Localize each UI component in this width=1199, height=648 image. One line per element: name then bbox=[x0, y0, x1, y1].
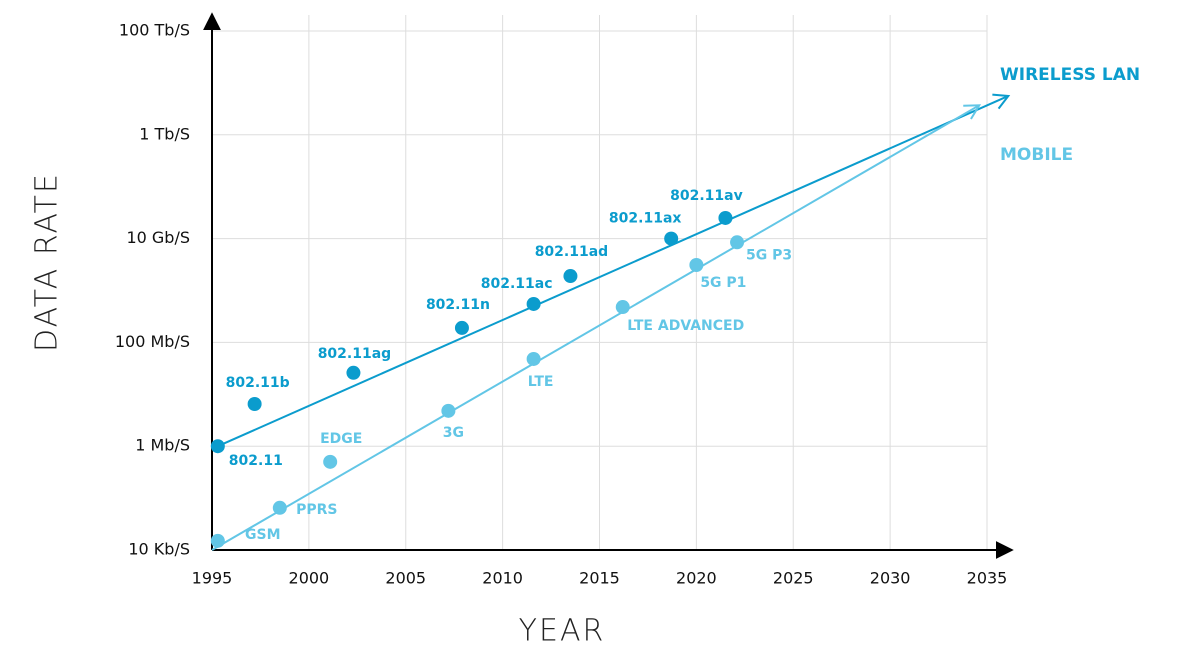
data-point bbox=[346, 365, 361, 380]
point-label: 3G bbox=[443, 425, 464, 441]
y-axis-title: DATA RATE bbox=[30, 172, 65, 352]
data-point bbox=[718, 210, 733, 225]
data-point bbox=[563, 269, 578, 284]
point-label: 802.11 bbox=[229, 453, 283, 469]
y-tick-label: 1 Tb/S bbox=[139, 124, 190, 143]
point-label: 5G P1 bbox=[700, 275, 746, 291]
x-tick-label: 2015 bbox=[579, 569, 620, 588]
trend-arrow bbox=[963, 104, 982, 120]
data-point bbox=[526, 296, 541, 311]
x-tick-label: 2010 bbox=[482, 569, 523, 588]
data-point bbox=[664, 231, 679, 246]
data-point bbox=[441, 403, 456, 418]
point-label: LTE ADVANCED bbox=[627, 318, 744, 334]
x-tick-label: 2005 bbox=[385, 569, 426, 588]
x-tick-label: 1995 bbox=[192, 569, 233, 588]
x-tick-label: 2020 bbox=[676, 569, 717, 588]
legend-label: MOBILE bbox=[1000, 145, 1073, 165]
data-point bbox=[272, 500, 287, 515]
data-point bbox=[615, 300, 630, 315]
x-tick-label: 2000 bbox=[289, 569, 330, 588]
data-point bbox=[247, 397, 262, 412]
data-point bbox=[689, 257, 704, 272]
x-tick-label: 2035 bbox=[967, 569, 1008, 588]
x-tick-label: 2025 bbox=[773, 569, 814, 588]
y-tick-label: 10 Kb/S bbox=[128, 540, 190, 559]
point-label: 802.11n bbox=[426, 297, 490, 313]
y-tick-label: 100 Tb/S bbox=[119, 21, 190, 40]
data-point bbox=[210, 439, 225, 454]
legend-label: WIRELESS LAN bbox=[1000, 65, 1140, 85]
data-point bbox=[323, 454, 338, 469]
point-label: LTE bbox=[528, 374, 554, 390]
data-point bbox=[454, 320, 469, 335]
y-tick-label: 10 Gb/S bbox=[126, 228, 190, 247]
point-label: 5G P3 bbox=[746, 247, 792, 263]
point-label: 802.11av bbox=[670, 188, 743, 204]
point-label: 802.11ax bbox=[609, 211, 682, 227]
y-tick-label: 1 Mb/S bbox=[135, 436, 190, 455]
x-tick-label: 2030 bbox=[870, 569, 911, 588]
point-label: 802.11b bbox=[226, 375, 290, 391]
data-point bbox=[526, 351, 541, 366]
point-label: 802.11ag bbox=[318, 346, 392, 362]
data-point bbox=[210, 533, 225, 548]
trend-line bbox=[211, 104, 980, 551]
point-label: 802.11ac bbox=[481, 276, 553, 292]
point-label: GSM bbox=[245, 527, 281, 543]
trend-arrow bbox=[992, 93, 1011, 110]
trend-line bbox=[217, 95, 1009, 448]
x-axis-title: YEAR bbox=[519, 614, 606, 648]
point-label: EDGE bbox=[320, 431, 362, 447]
y-tick-label: 100 Mb/S bbox=[115, 332, 190, 351]
point-label: 802.11ad bbox=[535, 244, 609, 260]
data-point bbox=[730, 235, 745, 250]
point-label: PPRS bbox=[296, 502, 337, 518]
